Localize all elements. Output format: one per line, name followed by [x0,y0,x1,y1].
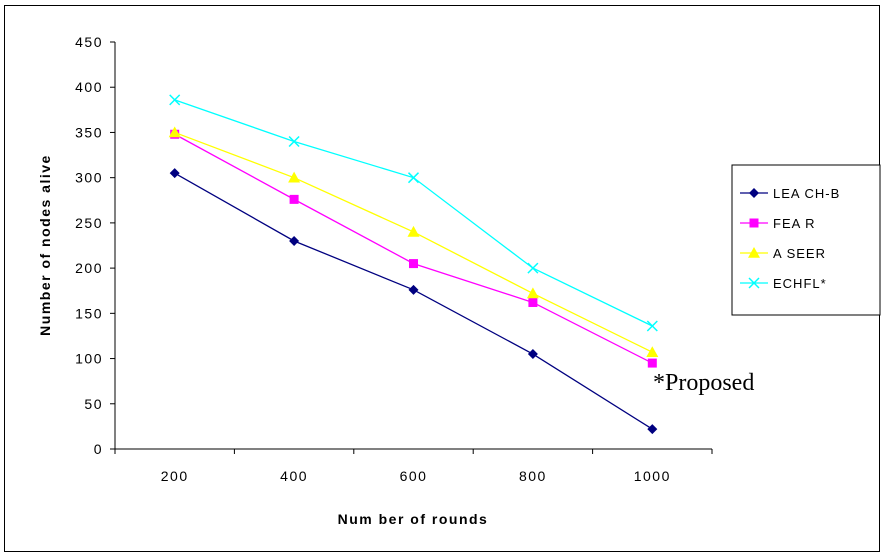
series-group [168,94,659,435]
series-4-point-stroke [288,135,300,148]
y-axis-title: Number of nodes alive [37,154,53,336]
legend-marker-2 [749,218,759,228]
series-4-point [288,135,300,148]
y-tick-label: 0 [94,441,103,457]
legend-label-2: FEA R [773,216,816,231]
series-4-point-stroke [646,320,658,332]
series-3-point [407,225,420,237]
x-tick-label: 600 [400,468,428,484]
x-tick-label: 400 [280,468,308,484]
series-1-point [169,168,180,179]
x-tick-label: 800 [519,468,547,484]
y-ticks: 0 50 100 150 200 250 300 350 400 450 [75,34,115,457]
series-4-point [407,172,420,184]
y-tick-label: 450 [75,34,103,50]
legend-label-3: A SEER [773,246,826,261]
series-2-point [528,297,538,307]
y-tick-label: 400 [75,79,103,95]
legend: LEA CH-B FEA R A SEER ECHFL* [731,164,881,316]
legend-marker-3 [748,247,760,258]
y-tick-label: 250 [75,215,103,231]
series-2-point [647,358,657,368]
series-2-point [409,259,418,269]
series-3-point [646,346,659,358]
legend-label-1: LEA CH-B [773,186,840,201]
series-3-point [288,171,301,183]
series-1-point [289,235,300,246]
legend-marker-4-stroke [748,277,760,289]
series-4-point-stroke [527,262,539,274]
series-3-point [526,287,539,299]
series-4-point [169,94,181,106]
x-tick-label: 200 [161,468,189,484]
y-tick-label: 150 [75,305,103,321]
axes [114,42,712,450]
y-tick-label: 200 [75,260,103,276]
proposed-annotation: *Proposed [653,370,754,396]
y-tick-label: 50 [84,396,103,412]
series-4-point [646,320,658,332]
y-tick-label: 100 [75,351,103,367]
series-1-point [527,349,538,360]
series-4-point-stroke [407,172,420,184]
legend-marker-1 [749,188,759,198]
x-ticks: 200 400 600 800 1000 [114,449,713,484]
series-2-point [289,194,299,204]
y-tick-label: 300 [75,170,103,186]
series-4-point-stroke [169,94,181,106]
legend-label-4: ECHFL* [773,276,827,291]
x-axis-title: Num ber of rounds [338,511,489,527]
series-4-point [527,262,539,274]
y-tick-label: 350 [75,124,103,140]
series-3-point [168,126,181,138]
legend-box [731,164,881,316]
x-tick-label: 1000 [634,468,671,484]
legend-marker-4 [748,277,760,289]
series-1-point [647,424,658,435]
series-1-point [408,284,419,295]
